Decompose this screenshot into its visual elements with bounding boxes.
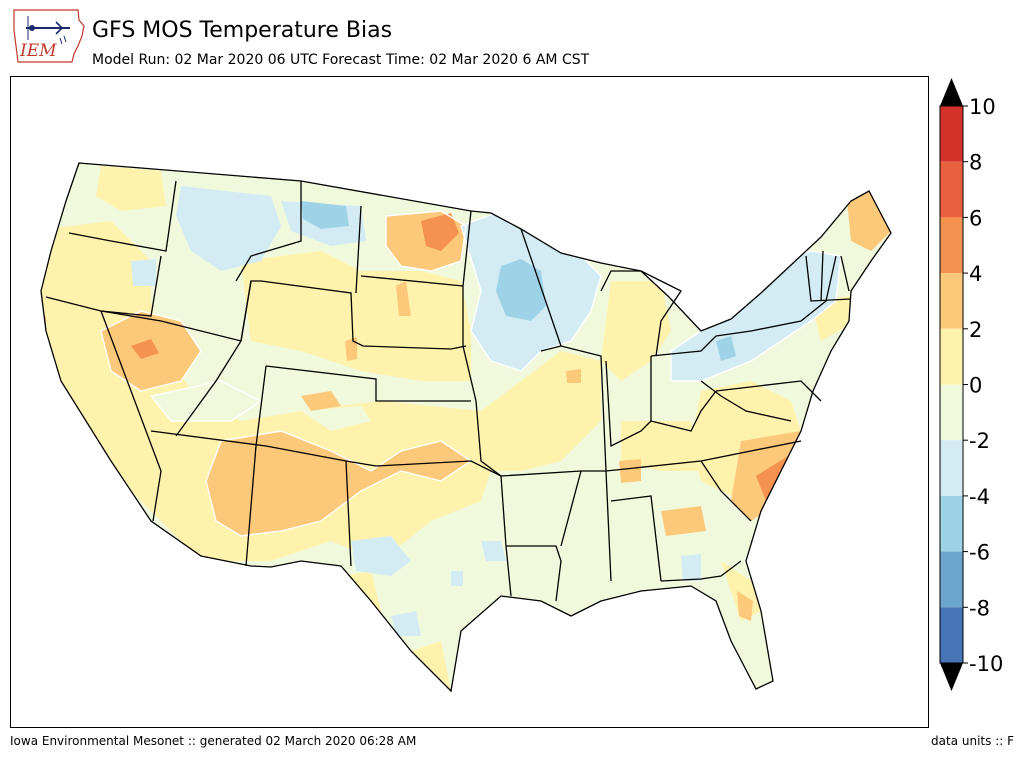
iem-logo: IEM <box>8 6 88 68</box>
colorbar-band <box>940 217 963 274</box>
colorbar-tick-label: -6 <box>969 541 990 565</box>
colorbar-tick-label: 10 <box>969 95 996 119</box>
footer-units: data units :: F <box>931 734 1014 748</box>
colorbar-tick-label: -4 <box>969 485 990 509</box>
colorbar-band <box>940 607 963 663</box>
contour-lines <box>100 210 842 537</box>
page-subtitle: Model Run: 02 Mar 2020 06 UTC Forecast T… <box>92 52 590 68</box>
logo-text: IEM <box>19 41 57 61</box>
colorbar-band <box>940 106 963 162</box>
colorbar-tick-label: 8 <box>969 151 982 175</box>
map-panel <box>10 76 929 728</box>
colorbar-tick-label: 2 <box>969 318 982 342</box>
page-title: GFS MOS Temperature Bias <box>92 18 393 43</box>
colorbar-tick-label: -8 <box>969 596 990 620</box>
footer-credit: Iowa Environmental Mesonet :: generated … <box>10 734 417 748</box>
colorbar-extend-min-arrow <box>940 663 963 691</box>
colorbar-band <box>940 384 963 441</box>
colorbar-tick-label: -2 <box>969 429 990 453</box>
colorbar-tick-label: 6 <box>969 206 982 230</box>
colorbar-band <box>940 328 963 385</box>
colorbar-tick-label: 4 <box>969 262 982 286</box>
colorbar-tick-label: 0 <box>969 374 982 398</box>
colorbar-bands <box>940 106 963 663</box>
colorbar-band <box>940 273 963 329</box>
colorbar-band <box>940 495 963 552</box>
colorbar-band <box>940 551 963 608</box>
iowa-outline-icon: IEM <box>13 9 85 63</box>
colorbar-band <box>940 440 963 496</box>
colorbar-tick-label: -10 <box>969 652 1003 676</box>
state-boundaries <box>40 162 892 693</box>
colorbar-legend: 10 8 6 4 2 0 -2 -4 -6 -8 -10 <box>939 78 1003 691</box>
colorbar-ticks: 10 8 6 4 2 0 -2 -4 -6 -8 -10 <box>963 95 1003 676</box>
colorbar-extend-max-arrow <box>940 78 963 106</box>
colorbar-band <box>940 161 963 218</box>
temperature-bias-map <box>40 162 892 693</box>
